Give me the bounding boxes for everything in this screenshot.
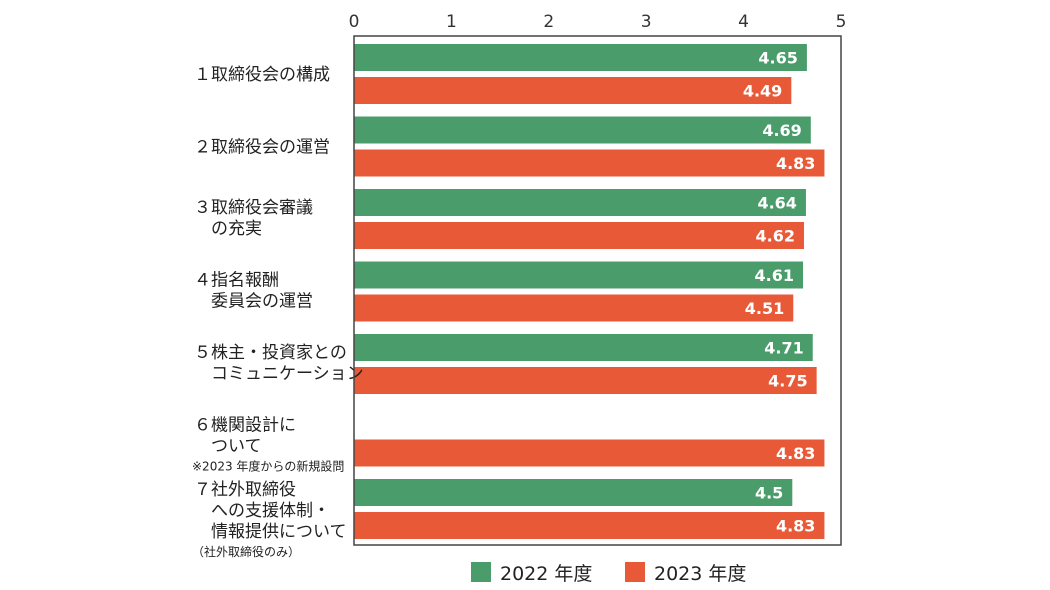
bar	[354, 367, 817, 394]
category-label: ついて	[194, 437, 262, 457]
category-label: ４指名報酬	[194, 271, 279, 291]
legend-label: 2022 年度	[500, 563, 592, 585]
category-note: ※2023 年度からの新規設問	[192, 459, 344, 474]
category-label: ７社外取締役	[194, 480, 296, 500]
x-tick-label: 0	[349, 12, 360, 32]
data-label: 4.49	[743, 82, 782, 101]
bar	[354, 44, 807, 71]
data-label: 4.61	[755, 266, 794, 285]
bar	[354, 77, 792, 104]
category-label: コミュニケーション	[194, 364, 364, 384]
category-label: ３取締役会審議	[194, 198, 313, 218]
legend-swatch	[471, 562, 491, 582]
legend-label: 2023 年度	[654, 563, 746, 585]
data-label: 4.71	[764, 339, 803, 358]
bar	[354, 261, 804, 289]
bar	[354, 334, 813, 361]
x-tick-label: 4	[738, 12, 749, 32]
x-tick-label: 5	[836, 12, 847, 32]
data-label: 4.65	[758, 49, 797, 68]
bar	[354, 222, 804, 249]
category-label: の充実	[194, 219, 262, 239]
bar	[354, 439, 825, 467]
bar	[354, 116, 811, 144]
data-label: 4.51	[745, 299, 784, 318]
data-label: 4.75	[768, 372, 807, 391]
x-tick-label: 3	[641, 12, 652, 32]
bar	[354, 512, 825, 539]
data-label: 4.83	[776, 517, 815, 536]
data-label: 4.5	[755, 484, 783, 503]
data-label: 4.83	[776, 154, 815, 173]
data-label: 4.69	[762, 121, 801, 140]
category-label: 情報提供について	[194, 522, 347, 542]
bar	[354, 149, 825, 177]
plot-frame	[353, 35, 842, 546]
category-label: への支援体制・	[194, 501, 330, 521]
category-label: １取締役会の構成	[194, 65, 330, 85]
data-label: 4.83	[776, 444, 815, 463]
category-note: （社外取締役のみ）	[192, 544, 300, 559]
category-label: ２取締役会の運営	[194, 138, 330, 158]
category-label: ５株主・投資家との	[194, 343, 347, 363]
legend-swatch	[625, 562, 645, 582]
category-label: 委員会の運営	[194, 292, 313, 312]
x-tick-label: 1	[446, 12, 457, 32]
x-tick-label: 2	[543, 12, 554, 32]
data-label: 4.62	[756, 227, 795, 246]
bar	[354, 189, 806, 216]
bar	[354, 479, 793, 506]
category-label: ６機関設計に	[194, 416, 296, 436]
bar	[354, 294, 794, 322]
data-label: 4.64	[757, 194, 796, 213]
